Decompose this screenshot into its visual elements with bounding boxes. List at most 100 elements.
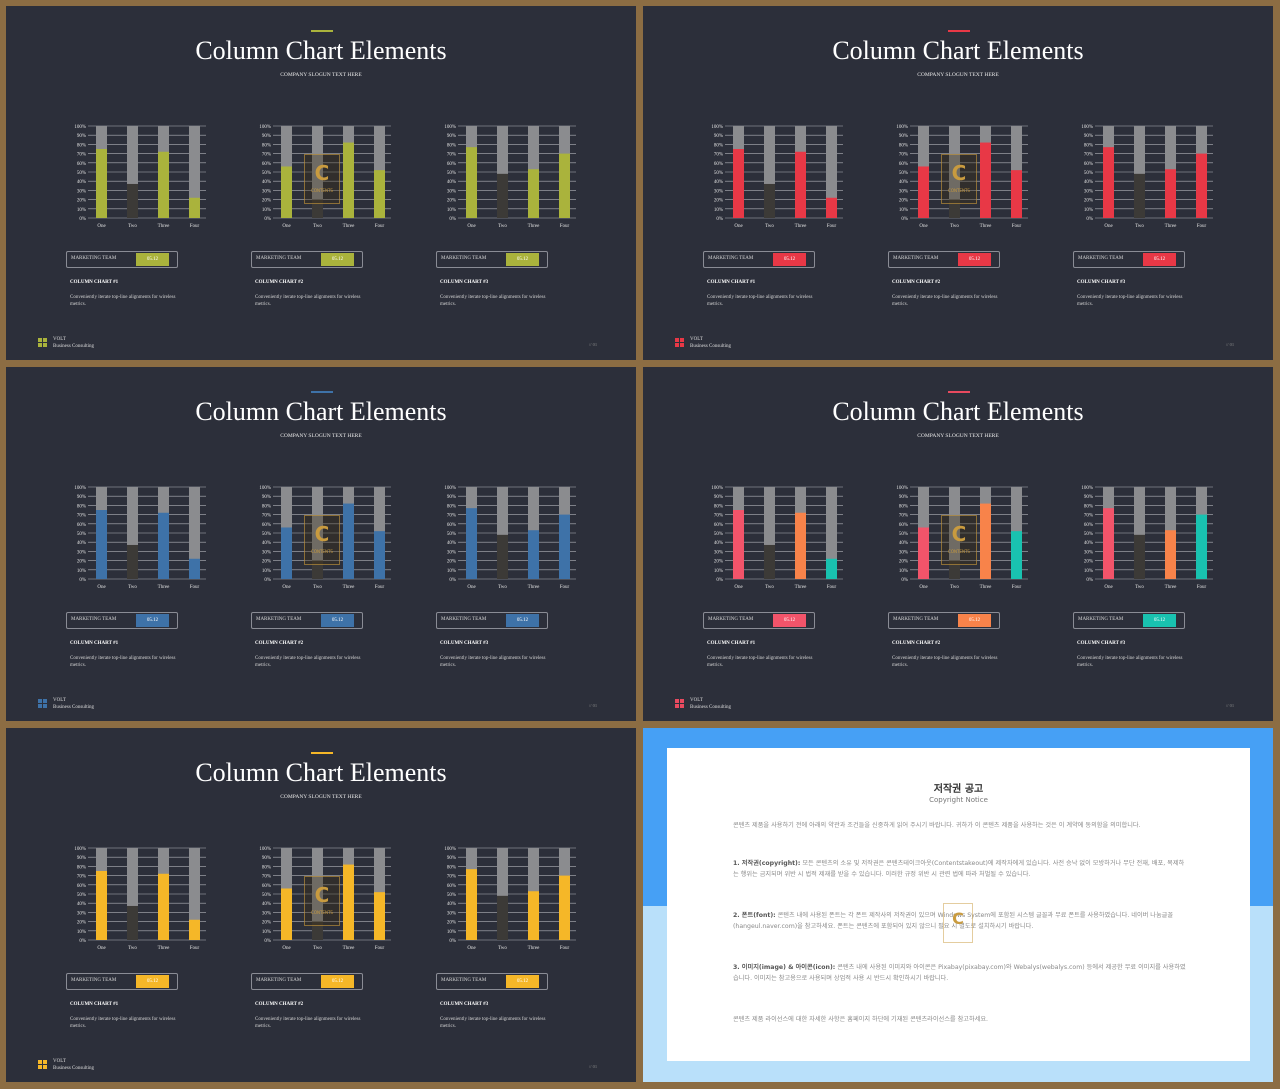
marketing-team-box: MARKETING TEAM 05.12: [703, 251, 815, 268]
team-value-badge: 05.12: [506, 253, 539, 266]
bar-one: [733, 149, 744, 218]
bar-four: [189, 197, 200, 218]
team-value-badge: 05.12: [506, 975, 539, 988]
y-tick-label: 30%: [714, 550, 723, 555]
y-tick-label: 60%: [262, 162, 271, 167]
y-tick-label: 100%: [711, 486, 723, 491]
team-label: MARKETING TEAM: [256, 256, 302, 261]
y-tick-label: 30%: [262, 911, 271, 916]
slide-6-copyright[interactable]: 저작권 공고 Copyright Notice 콘텐츠 제품을 사용하기 전에 아래…: [643, 728, 1273, 1082]
y-tick-label: 80%: [262, 865, 271, 870]
slide-title: Column Chart Elements: [195, 758, 447, 787]
y-tick-label: 50%: [77, 171, 86, 176]
team-label: MARKETING TEAM: [71, 256, 117, 261]
y-tick-label: 30%: [447, 189, 456, 194]
y-tick-label: 100%: [259, 486, 271, 491]
bar-track: [127, 487, 138, 579]
y-tick-label: 40%: [262, 902, 271, 907]
y-tick-label: 40%: [262, 541, 271, 546]
chart-caption-title: COLUMN CHART #3: [440, 280, 489, 285]
slide-2[interactable]: Column Chart Elements COMPANY SLOGUN TEXT…: [643, 6, 1273, 360]
x-category-label: Two: [128, 585, 137, 590]
team-label: MARKETING TEAM: [441, 256, 487, 261]
brand-sub: Business Consulting: [690, 705, 731, 710]
y-tick-label: 100%: [74, 847, 86, 852]
slide-4[interactable]: Column Chart Elements COMPANY SLOGUN TEXT…: [643, 367, 1273, 721]
y-tick-label: 70%: [77, 514, 86, 519]
x-category-label: Four: [1197, 224, 1207, 229]
y-tick-label: 0%: [1086, 217, 1093, 222]
y-tick-label: 30%: [447, 550, 456, 555]
volt-logo-icon: [38, 1060, 48, 1069]
bar-track: [497, 487, 508, 579]
y-tick-label: 30%: [262, 550, 271, 555]
marketing-team-box: MARKETING TEAM 05.12: [66, 612, 178, 629]
watermark-letter: C: [952, 909, 964, 928]
chart-svg: 0% 10% 20% 30% 40% 50% 60% 70% 80% 90% 100% One Two T…: [259, 125, 391, 229]
y-tick-label: 0%: [1086, 578, 1093, 583]
chart-svg: 0% 10% 20% 30% 40% 50% 60% 70% 80% 90% 100% One Two T…: [259, 847, 391, 951]
y-tick-label: 80%: [714, 504, 723, 509]
y-tick-label: 20%: [262, 921, 271, 926]
y-tick-label: 100%: [896, 486, 908, 491]
y-tick-label: 20%: [899, 560, 908, 565]
bar-three: [343, 142, 354, 218]
x-category-label: Four: [827, 585, 837, 590]
slide-1[interactable]: Column Chart Elements COMPANY SLOGUN TEXT…: [6, 6, 636, 360]
x-category-label: Four: [375, 946, 385, 951]
chart-svg: 0% 10% 20% 30% 40% 50% 60% 70% 80% 90% 100% One Two T…: [74, 847, 206, 951]
marketing-team-box: MARKETING TEAM 05.12: [888, 251, 1000, 268]
y-tick-label: 50%: [1084, 171, 1093, 176]
slide-3[interactable]: Column Chart Elements COMPANY SLOGUN TEXT…: [6, 367, 636, 721]
y-tick-label: 80%: [899, 504, 908, 509]
chart-caption-title: COLUMN CHART #1: [70, 280, 119, 285]
x-category-label: Two: [1135, 585, 1144, 590]
y-tick-label: 50%: [77, 532, 86, 537]
team-value-badge: 05.12: [1143, 614, 1176, 627]
paragraph-heading: 2. 폰트(font):: [733, 912, 776, 919]
slide-title: Column Chart Elements: [832, 397, 1084, 426]
chart-svg: 0% 10% 20% 30% 40% 50% 60% 70% 80% 90% 100% One Two T…: [444, 486, 576, 590]
y-tick-label: 60%: [1084, 523, 1093, 528]
x-category-label: Three: [343, 224, 355, 229]
watermark-letter: C: [314, 161, 330, 185]
bar-two: [127, 183, 138, 218]
contents-watermark: C CONTENTS: [941, 515, 977, 565]
chart-caption-desc: Conveniently iterate top-line alignments…: [440, 295, 546, 307]
chart-caption-desc: Conveniently iterate top-line alignments…: [440, 1017, 546, 1029]
y-tick-label: 40%: [447, 902, 456, 907]
y-tick-label: 90%: [77, 134, 86, 139]
slide-title: Column Chart Elements: [195, 397, 447, 426]
y-tick-label: 80%: [262, 143, 271, 148]
paragraph-heading: 3. 이미지(image) & 아이콘(icon):: [733, 964, 836, 971]
marketing-team-box: MARKETING TEAM 05.12: [251, 973, 363, 990]
chart-svg: 0% 10% 20% 30% 40% 50% 60% 70% 80% 90% 100% One Two T…: [444, 847, 576, 951]
bar-track: [1134, 126, 1145, 218]
bar-three: [980, 142, 991, 218]
y-tick-label: 20%: [77, 560, 86, 565]
y-tick-label: 0%: [79, 217, 86, 222]
marketing-team-box: MARKETING TEAM 05.12: [888, 612, 1000, 629]
y-tick-label: 60%: [899, 523, 908, 528]
bar-two: [497, 173, 508, 218]
column-chart-3: 0% 10% 20% 30% 40% 50% 60% 70% 80% 90% 100% One Two T…: [436, 122, 586, 234]
y-tick-label: 40%: [1084, 541, 1093, 546]
x-category-label: Three: [343, 585, 355, 590]
x-category-label: Four: [1012, 585, 1022, 590]
marketing-team-box: MARKETING TEAM 05.12: [251, 612, 363, 629]
marketing-team-box: MARKETING TEAM 05.12: [436, 973, 548, 990]
y-tick-label: 90%: [262, 495, 271, 500]
brand-block: VOLT Business Consulting: [53, 697, 94, 711]
y-tick-label: 80%: [447, 143, 456, 148]
slide-5[interactable]: Column Chart Elements COMPANY SLOGUN TEXT…: [6, 728, 636, 1082]
x-category-label: Four: [375, 224, 385, 229]
team-label: MARKETING TEAM: [1078, 256, 1124, 261]
team-label: MARKETING TEAM: [71, 978, 117, 983]
marketing-team-box: MARKETING TEAM 05.12: [436, 251, 548, 268]
y-tick-label: 80%: [1084, 143, 1093, 148]
contents-watermark: C CONTENTS: [304, 515, 340, 565]
y-tick-label: 80%: [1084, 504, 1093, 509]
bar-one: [281, 166, 292, 218]
y-tick-label: 0%: [79, 939, 86, 944]
x-category-label: One: [97, 224, 106, 229]
